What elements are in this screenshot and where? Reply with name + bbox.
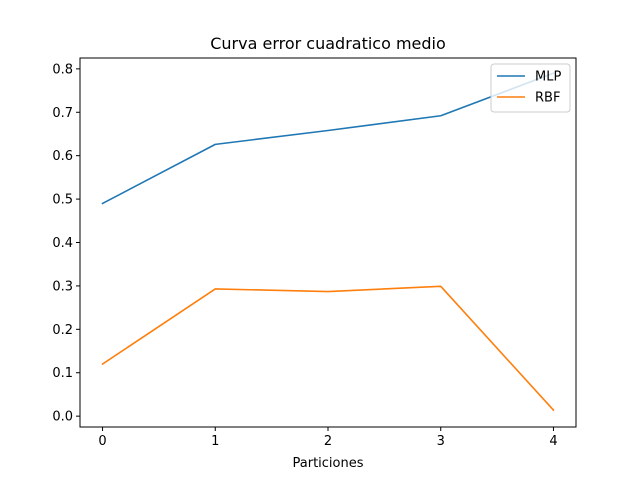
x-axis-label: Particiones xyxy=(293,456,364,471)
y-tick-label: 0.8 xyxy=(52,62,73,77)
legend-label-mlp: MLP xyxy=(535,70,561,85)
series-line-mlp xyxy=(101,72,555,205)
y-axis: 0.0 0.1 0.2 0.3 0.4 0.5 0.6 0.7 0.8 xyxy=(52,62,80,425)
x-tick-label: 1 xyxy=(211,434,219,449)
y-tick-label: 0.0 xyxy=(52,410,73,425)
y-tick-label: 0.6 xyxy=(52,149,73,164)
y-tick-label: 0.4 xyxy=(52,236,73,251)
chart-title: Curva error cuadratico medio xyxy=(210,34,446,53)
y-tick-label: 0.5 xyxy=(52,193,73,208)
series-layer xyxy=(101,72,555,412)
y-tick-label: 0.7 xyxy=(52,106,73,121)
x-tick-label: 3 xyxy=(437,434,445,449)
x-tick-label: 2 xyxy=(324,434,332,449)
y-tick-label: 0.2 xyxy=(52,323,73,338)
x-tick-label: 0 xyxy=(98,434,106,449)
y-tick-label: 0.3 xyxy=(52,279,73,294)
y-tick-label: 0.1 xyxy=(52,366,73,381)
legend: MLP RBF xyxy=(490,63,571,113)
legend-label-rbf: RBF xyxy=(535,91,560,106)
series-line-rbf xyxy=(101,285,555,412)
x-tick-label: 4 xyxy=(549,434,557,449)
x-axis: 0 1 2 3 4 xyxy=(98,427,558,449)
